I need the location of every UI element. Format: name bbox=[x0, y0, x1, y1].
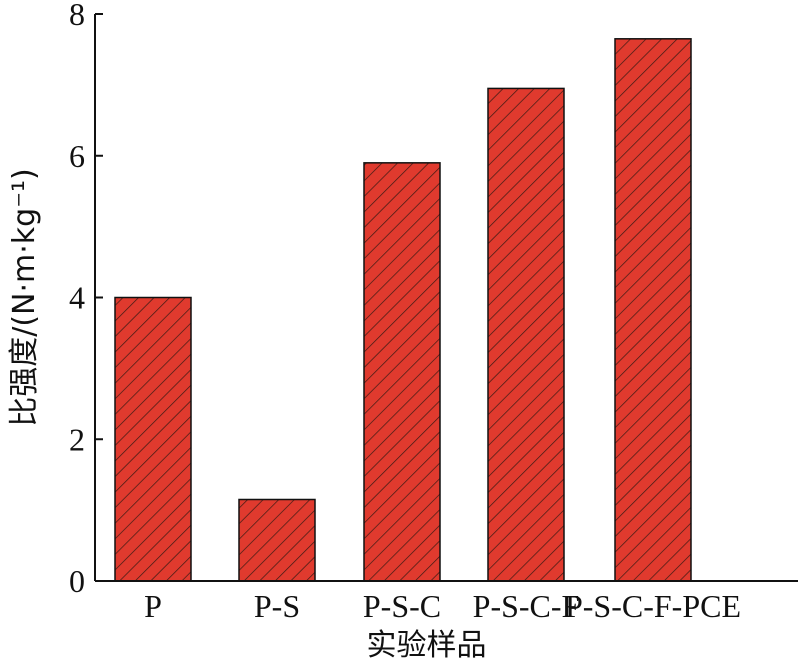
x-tick-label: P bbox=[144, 588, 162, 624]
x-tick-label: P-S-C-F-PCE bbox=[565, 588, 741, 624]
x-axis-title: 实验样品 bbox=[367, 628, 487, 663]
bar-p-s bbox=[238, 498, 316, 582]
bar-p-s-c-f-pce bbox=[614, 38, 692, 582]
y-ticks: 0 2 4 6 8 bbox=[69, 0, 103, 599]
axes bbox=[94, 14, 798, 582]
bars-layer bbox=[114, 38, 692, 582]
bar-p bbox=[114, 296, 192, 582]
x-tick-label: P-S-C-F bbox=[473, 588, 580, 624]
y-tick-label: 0 bbox=[69, 563, 85, 599]
x-tick-label: P-S bbox=[254, 588, 300, 624]
x-ticks: P P-S P-S-C P-S-C-FP-S-C-F-PCE bbox=[144, 588, 741, 624]
y-tick-label: 2 bbox=[69, 421, 85, 457]
x-tick-label: P-S-C bbox=[363, 588, 441, 624]
y-axis-title: 比强度/(N·m·kg⁻¹) bbox=[7, 168, 42, 427]
y-tick-label: 4 bbox=[69, 280, 85, 316]
y-tick-label: 6 bbox=[69, 138, 85, 174]
y-tick-label: 8 bbox=[69, 0, 85, 32]
bar-p-s-c bbox=[363, 162, 441, 582]
bar-p-s-c-f bbox=[487, 87, 565, 582]
